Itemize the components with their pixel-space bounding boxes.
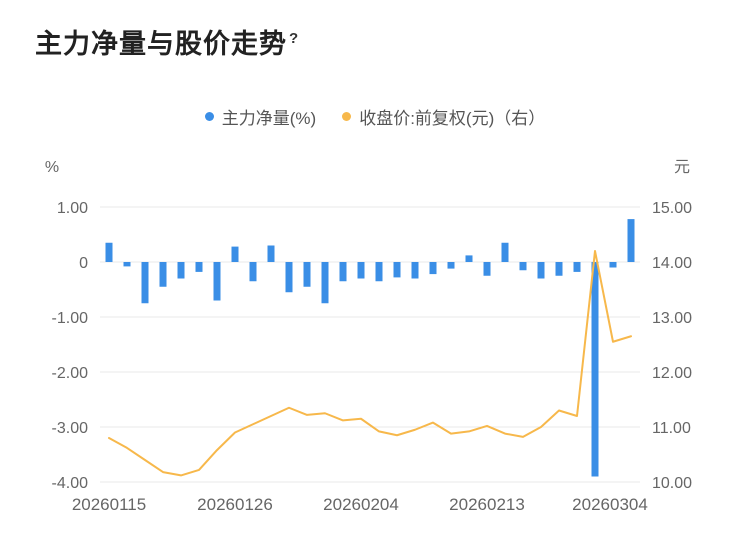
net-volume-bar bbox=[465, 255, 473, 262]
left-axis-tick: -4.00 bbox=[52, 475, 89, 492]
x-axis-label: 20260213 bbox=[449, 495, 525, 514]
net-volume-bar bbox=[267, 245, 275, 262]
net-volume-bar bbox=[195, 262, 203, 272]
net-volume-bar bbox=[447, 262, 455, 269]
net-volume-bar bbox=[573, 262, 581, 272]
net-volume-bar bbox=[609, 262, 617, 268]
legend-dot-blue-icon bbox=[204, 112, 214, 121]
net-volume-bar bbox=[411, 262, 419, 279]
net-volume-bar bbox=[339, 262, 347, 282]
left-axis-tick: -1.00 bbox=[52, 310, 89, 327]
right-axis-tick: 10.00 bbox=[652, 475, 692, 492]
left-axis-tick: -2.00 bbox=[52, 365, 89, 382]
net-volume-bar bbox=[429, 262, 437, 275]
page-title: 主力净量与股价走势 bbox=[35, 29, 287, 59]
net-volume-bar bbox=[591, 262, 599, 477]
left-axis-tick: -3.00 bbox=[52, 420, 89, 437]
legend-label: 主力净量(%) bbox=[221, 109, 317, 128]
right-axis-tick: 12.00 bbox=[652, 365, 692, 382]
net-volume-bar bbox=[141, 262, 149, 304]
net-volume-bar bbox=[483, 262, 491, 276]
right-axis-unit: 元 bbox=[674, 159, 690, 176]
net-volume-bar bbox=[123, 262, 131, 267]
x-axis-label: 20260304 bbox=[572, 495, 648, 514]
net-volume-bar bbox=[519, 262, 527, 271]
net-volume-bar bbox=[249, 262, 257, 282]
legend-label: 收盘价:前复权(元)（右） bbox=[359, 109, 546, 128]
net-volume-bar bbox=[501, 242, 509, 262]
net-volume-bar bbox=[285, 262, 293, 293]
net-volume-bar bbox=[555, 262, 563, 276]
right-axis-tick: 11.00 bbox=[652, 420, 691, 437]
net-volume-bar bbox=[177, 262, 185, 279]
legend-item-main-net-volume[interactable]: 主力净量(%) bbox=[204, 104, 317, 129]
right-axis-tick: 14.00 bbox=[652, 255, 692, 272]
net-volume-bar bbox=[627, 219, 635, 262]
help-icon[interactable]: ? bbox=[289, 30, 299, 47]
left-axis-tick: 0 bbox=[79, 255, 88, 272]
net-volume-bar bbox=[159, 262, 167, 287]
net-volume-bar bbox=[537, 262, 545, 279]
net-volume-bar bbox=[375, 262, 383, 282]
legend-item-close-price[interactable]: 收盘价:前复权(元)（右） bbox=[342, 104, 545, 129]
net-volume-bar bbox=[303, 262, 311, 287]
right-axis-tick: 13.00 bbox=[652, 310, 692, 327]
title-row: 主力净量与股价走势 ? bbox=[35, 28, 298, 60]
close-price-line bbox=[108, 250, 632, 477]
net-volume-bar bbox=[321, 262, 329, 304]
net-volume-bar bbox=[105, 242, 113, 262]
x-axis-label: 20260204 bbox=[323, 495, 399, 514]
net-volume-bar bbox=[393, 262, 401, 278]
left-axis-unit: % bbox=[45, 159, 59, 176]
left-axis-tick: 1.00 bbox=[57, 200, 88, 217]
legend-dot-yellow-icon bbox=[342, 112, 352, 121]
right-axis-tick: 15.00 bbox=[652, 200, 692, 217]
x-axis-label: 20260126 bbox=[197, 495, 273, 514]
net-volume-bar bbox=[213, 262, 221, 301]
x-axis-label: 20260115 bbox=[72, 495, 146, 514]
net-volume-bar bbox=[357, 262, 365, 279]
legend: 主力净量(%) 收盘价:前复权(元)（右） bbox=[0, 104, 750, 129]
net-volume-bar bbox=[231, 246, 239, 262]
